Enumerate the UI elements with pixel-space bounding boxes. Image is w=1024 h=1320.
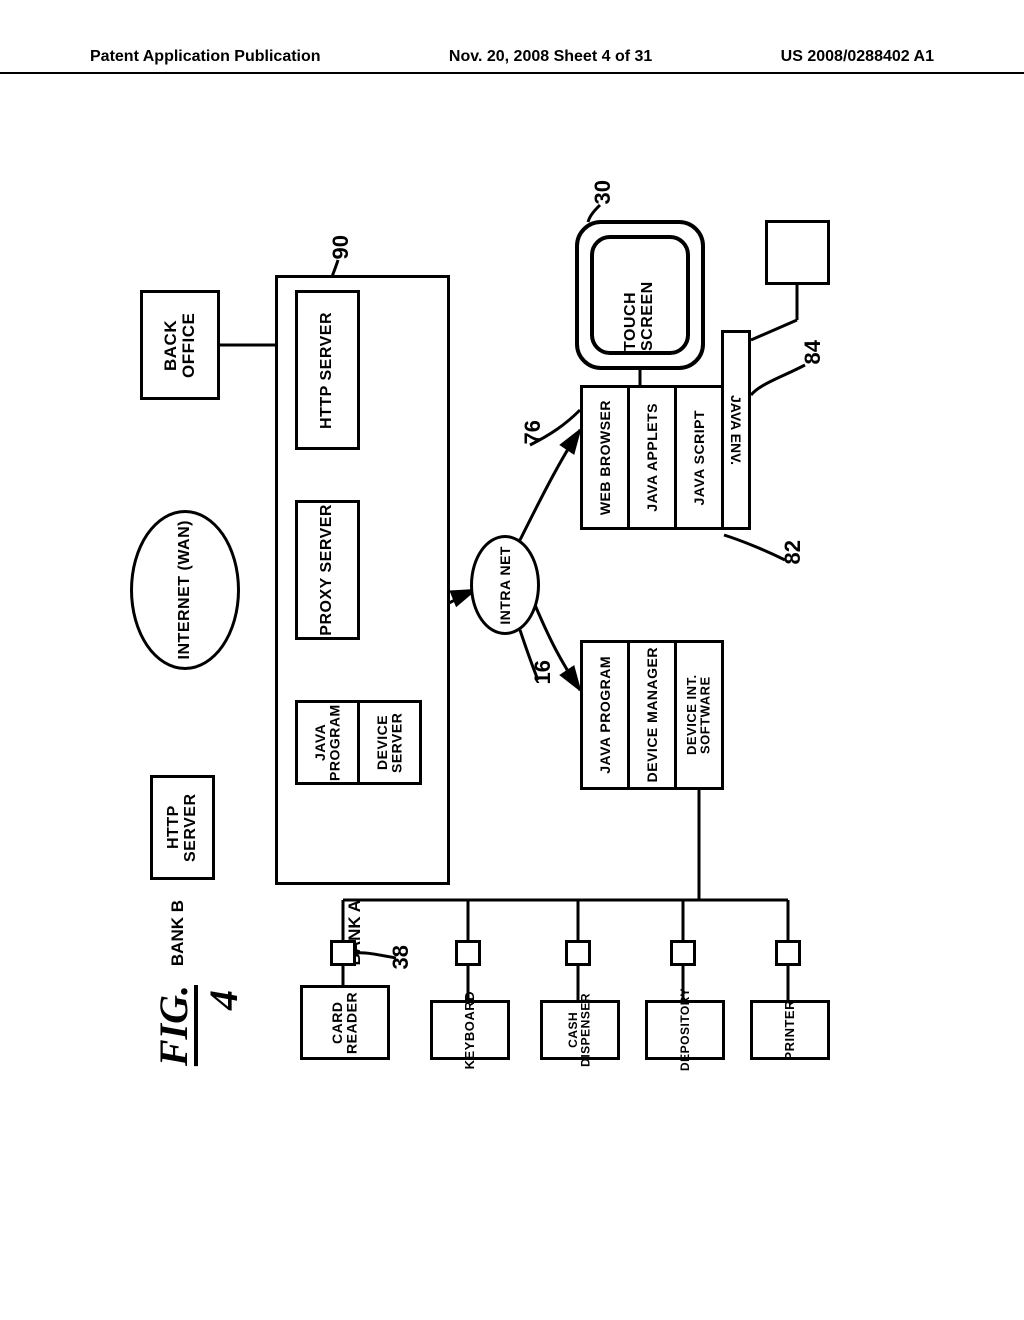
java-applets-box: JAVA APPLETS [627, 385, 677, 530]
java-script-label: JAVA SCRIPT [692, 410, 707, 505]
back-office-box: BACK OFFICE [140, 290, 220, 400]
http-server-b-label: HTTP SERVER [166, 778, 200, 877]
bank-b-label: BANK B [168, 900, 188, 966]
device-server-label: DEVICE SERVER [375, 703, 404, 782]
device-server-box: DEVICE SERVER [357, 700, 422, 785]
java-applets-label: JAVA APPLETS [645, 403, 660, 512]
java-program-r-label: JAVA PROGRAM [598, 656, 613, 774]
http-server-a-box: HTTP SERVER [295, 290, 360, 450]
java-env-box: JAVA ENV. [721, 330, 751, 530]
printer-box: PRINTER [750, 1000, 830, 1060]
connectors [140, 200, 884, 1070]
ref-38: 38 [388, 945, 414, 969]
java-program-a-label: JAVA PROGRAM [313, 703, 342, 782]
http-server-a-label: HTTP SERVER [319, 312, 336, 429]
empty-display-box [765, 220, 830, 285]
keyboard-conn [455, 940, 481, 966]
device-int-sw-box: DEVICE INT. SOFTWARE [674, 640, 724, 790]
printer-label: PRINTER [783, 1000, 797, 1061]
keyboard-box: KEYBOARD [430, 1000, 510, 1060]
device-int-sw-label: DEVICE INT. SOFTWARE [685, 643, 712, 787]
java-program-a-box: JAVA PROGRAM [295, 700, 360, 785]
cash-conn [565, 940, 591, 966]
device-manager-label: DEVICE MANAGER [645, 647, 660, 782]
internet-label: INTERNET (WAN) [177, 520, 194, 659]
device-manager-box: DEVICE MANAGER [627, 640, 677, 790]
page-header: Patent Application Publication Nov. 20, … [0, 48, 1024, 74]
depository-box: DEPOSITORY [645, 1000, 725, 1060]
ref-76: 76 [520, 420, 546, 444]
back-office-label: BACK OFFICE [162, 293, 198, 397]
ref-16: 16 [530, 660, 556, 684]
figure-4: BACK OFFICE INTERNET (WAN) HTTP SERVER B… [140, 200, 884, 1070]
keyboard-label: KEYBOARD [463, 991, 477, 1069]
proxy-server-box: PROXY SERVER [295, 500, 360, 640]
web-browser-box: WEB BROWSER [580, 385, 630, 530]
depository-conn [670, 940, 696, 966]
depository-label: DEPOSITORY [679, 988, 692, 1071]
intranet-ellipse: INTRA NET [470, 535, 540, 635]
header-left: Patent Application Publication [90, 48, 321, 66]
header-center: Nov. 20, 2008 Sheet 4 of 31 [449, 48, 652, 66]
java-env-label: JAVA ENV. [728, 395, 744, 465]
intranet-label: INTRA NET [498, 546, 513, 625]
internet-ellipse: INTERNET (WAN) [130, 510, 240, 670]
ref-82: 82 [780, 540, 806, 564]
card-reader-box: CARD READER [300, 985, 390, 1060]
fig-text: FIG. [151, 985, 196, 1066]
java-program-r-box: JAVA PROGRAM [580, 640, 630, 790]
ref-30: 30 [590, 180, 616, 204]
cash-dispenser-label: CASH DISPENSER [567, 993, 592, 1067]
patent-page: Patent Application Publication Nov. 20, … [0, 0, 1024, 1320]
java-script-box: JAVA SCRIPT [674, 385, 724, 530]
touch-screen-label: TOUCH SCREEN [623, 239, 657, 351]
figure-label: FIG. [150, 985, 197, 1066]
ref-84: 84 [800, 340, 826, 364]
http-server-b-box: HTTP SERVER [150, 775, 215, 880]
touch-screen-inner: TOUCH SCREEN [590, 235, 690, 355]
figure-number: 4 [200, 990, 247, 1010]
cash-dispenser-box: CASH DISPENSER [540, 1000, 620, 1060]
fig-num-text: 4 [201, 990, 246, 1010]
card-reader-conn [330, 940, 356, 966]
proxy-server-label: PROXY SERVER [319, 504, 336, 636]
ref-90: 90 [328, 235, 354, 259]
header-right: US 2008/0288402 A1 [781, 48, 934, 66]
card-reader-label: CARD READER [330, 988, 359, 1057]
printer-conn [775, 940, 801, 966]
web-browser-label: WEB BROWSER [598, 400, 613, 515]
